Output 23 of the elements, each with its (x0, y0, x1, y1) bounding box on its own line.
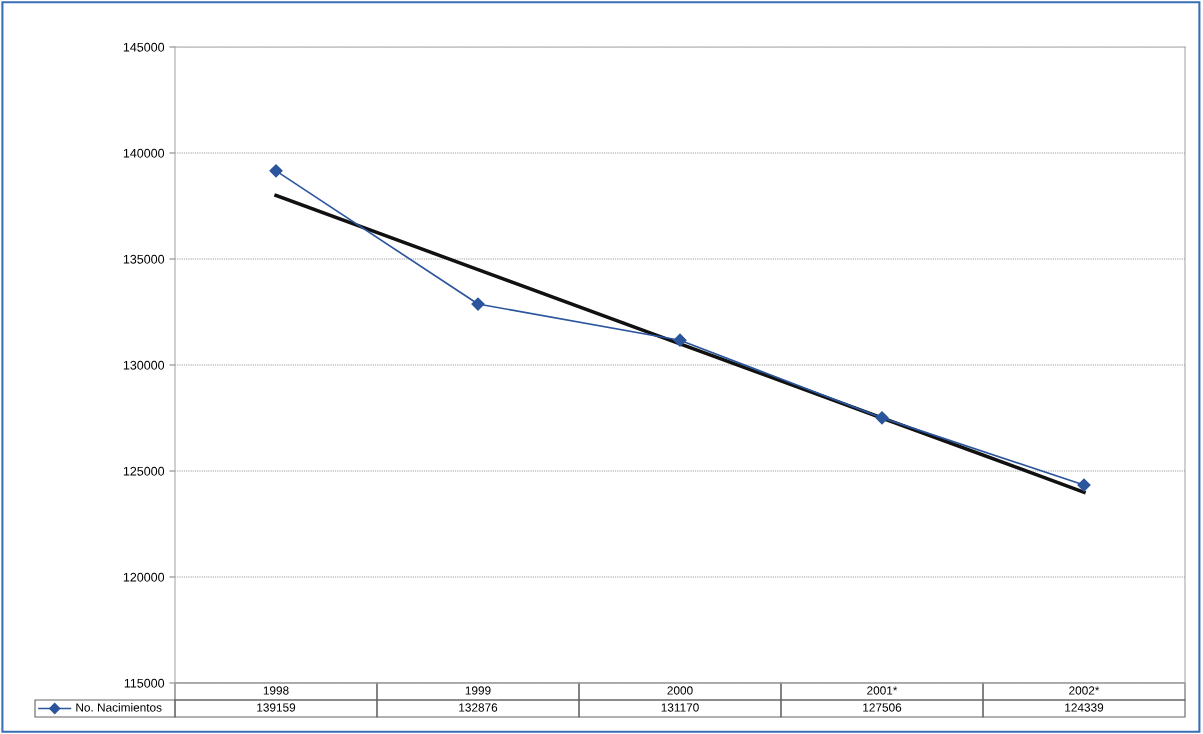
y-tick-label: 130000 (123, 360, 165, 370)
point (875, 411, 889, 425)
x-tick-label: 2000 (667, 686, 693, 695)
x-tick-label: 1998 (263, 686, 289, 695)
data-label: 124339 (1065, 703, 1104, 712)
legend-label: No. Nacimientos (76, 703, 162, 712)
y-tick-label: 115000 (124, 678, 165, 688)
y-tick-label: 145000 (123, 42, 165, 52)
y-tick-label: 120000 (123, 572, 165, 582)
point (269, 164, 283, 178)
x-tick-label: 2002* (1069, 686, 1100, 695)
y-tick-label: 135000 (123, 254, 165, 264)
data-label: 127506 (863, 703, 902, 712)
y-tick-label: 140000 (123, 148, 165, 158)
point (471, 297, 485, 311)
y-tick-label: 125000 (123, 466, 165, 476)
data-label: 139159 (257, 703, 296, 712)
point (673, 333, 687, 347)
x-tick-label: 1999 (465, 686, 491, 695)
data-label: 131170 (661, 703, 699, 712)
data-label: 132876 (459, 703, 498, 712)
x-tick-label: 2001* (867, 686, 898, 695)
point (1077, 478, 1091, 492)
